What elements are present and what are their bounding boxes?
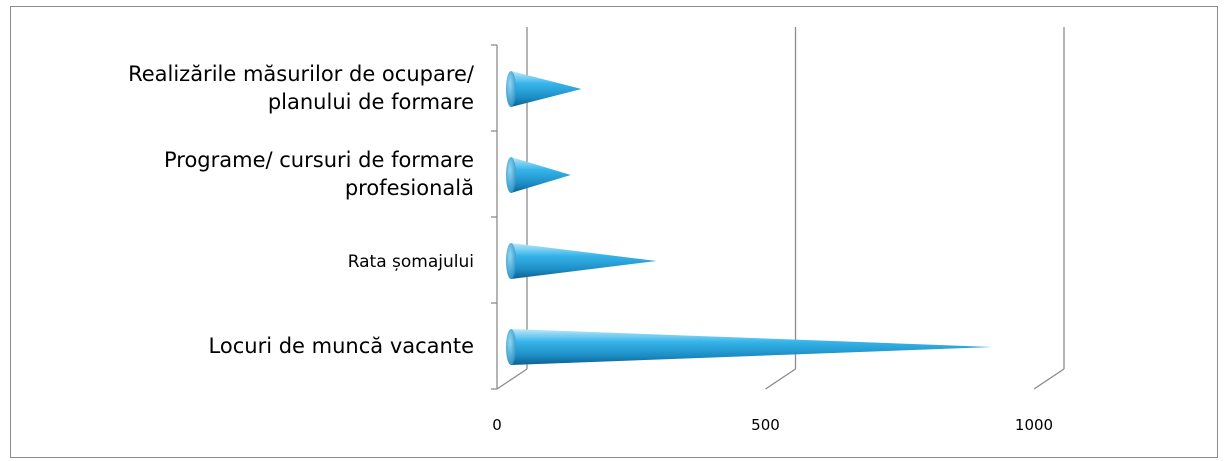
- category-label: Realizările măsurilor de ocupare/planulu…: [128, 62, 475, 114]
- cone-body: [511, 71, 582, 107]
- category-label: Programe/ cursuri de formare profesională: [164, 148, 474, 200]
- cone-base: [506, 157, 516, 193]
- floor-gridline: [765, 368, 796, 390]
- gridlines: [496, 27, 1065, 390]
- bar: [506, 329, 993, 365]
- x-tick-label: 1000: [1015, 416, 1053, 434]
- x-tick-labels: 0 500 1000: [492, 416, 1053, 434]
- x-tick-label: 0: [492, 416, 502, 434]
- x-tick-label: 500: [751, 416, 780, 434]
- cone-body: [511, 329, 993, 365]
- floor-gridline: [496, 368, 528, 390]
- chart-frame: [10, 6, 1218, 458]
- cone-body: [511, 157, 571, 193]
- category-label: Rata șomajului: [348, 252, 474, 272]
- axes: [491, 44, 498, 390]
- bar: [506, 71, 582, 107]
- cone-base: [506, 329, 516, 365]
- category-labels: Realizările măsurilor de ocupare/planulu…: [128, 62, 475, 358]
- cone-base: [506, 243, 516, 279]
- floor-gridline: [1033, 368, 1065, 390]
- bar: [506, 157, 571, 193]
- bar: [506, 243, 657, 279]
- cone-body: [511, 243, 657, 279]
- cone-base: [506, 71, 516, 107]
- category-label: Locuri de muncă vacante: [209, 334, 474, 358]
- bars: [506, 71, 993, 365]
